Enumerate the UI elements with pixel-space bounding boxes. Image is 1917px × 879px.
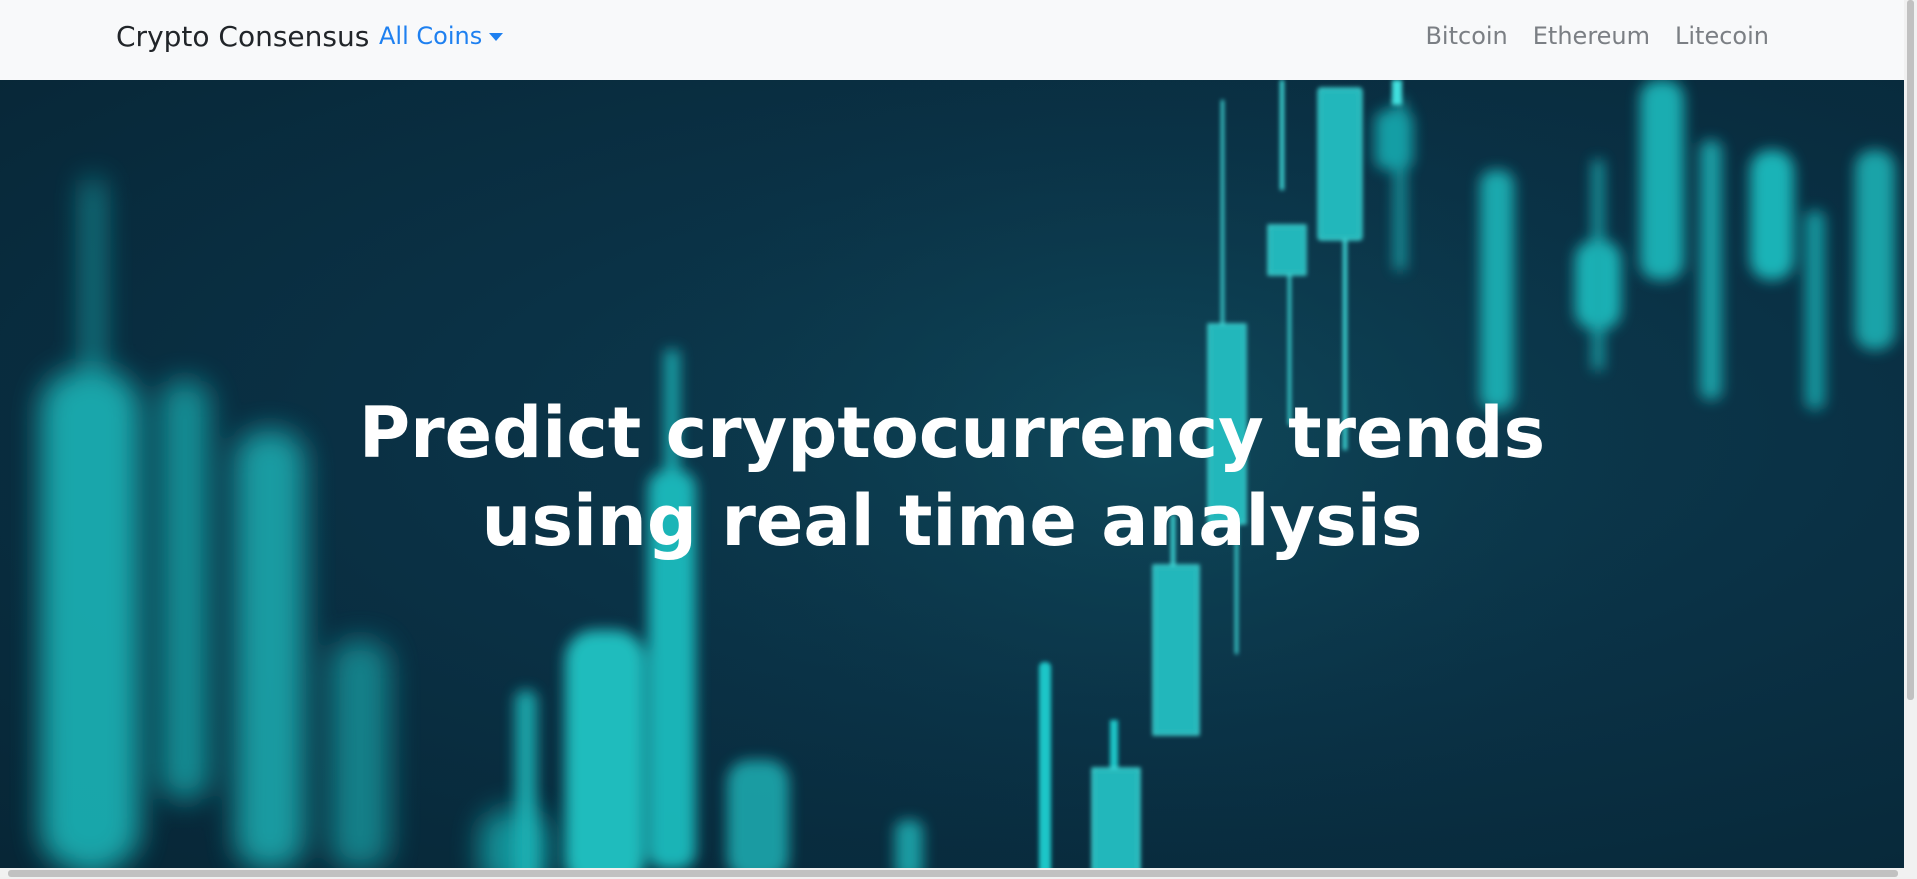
all-coins-dropdown-label: All Coins (379, 22, 483, 50)
hero-headline-line2: using real time analysis (481, 479, 1423, 562)
hero-section: Predict cryptocurrency trends using real… (0, 80, 1904, 868)
hero-headline: Predict cryptocurrency trends using real… (0, 389, 1904, 565)
navbar: Crypto Consensus All Coins Bitcoin Ether… (0, 0, 1904, 80)
horizontal-scrollbar-thumb[interactable] (8, 870, 1898, 877)
nav-link-ethereum[interactable]: Ethereum (1532, 22, 1651, 50)
nav-link-litecoin[interactable]: Litecoin (1675, 22, 1769, 50)
horizontal-scrollbar[interactable] (0, 868, 1917, 879)
all-coins-dropdown[interactable]: All Coins (379, 22, 504, 50)
vertical-scrollbar-thumb[interactable] (1907, 0, 1914, 700)
hero-headline-line1: Predict cryptocurrency trends (358, 391, 1546, 474)
nav-link-bitcoin[interactable]: Bitcoin (1425, 22, 1508, 50)
caret-down-icon (489, 33, 504, 41)
candlestick-background-image (40, 80, 1895, 868)
vertical-scrollbar[interactable] (1904, 0, 1917, 868)
nav-links: Bitcoin Ethereum Litecoin (1425, 22, 1769, 50)
brand-logo-text[interactable]: Crypto Consensus (116, 20, 370, 53)
